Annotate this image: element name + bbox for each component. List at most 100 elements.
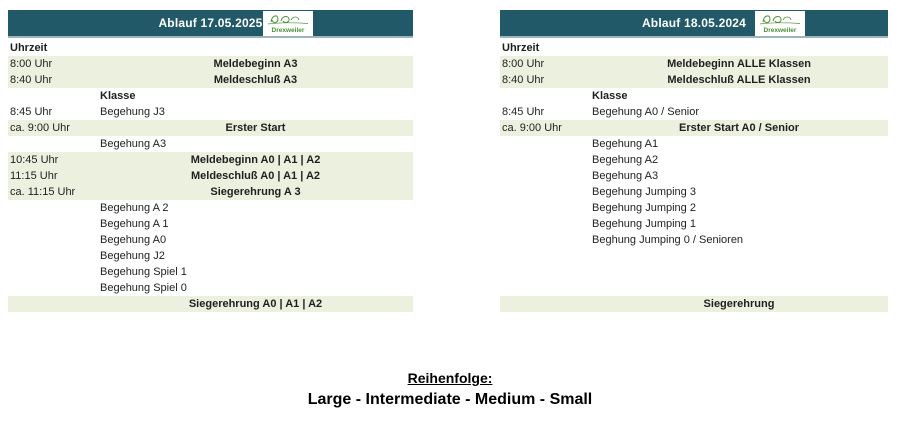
time-cell: [500, 184, 592, 200]
schedule-row: Begehung A1: [500, 136, 888, 152]
footer-heading: Reihenfolge:: [407, 370, 493, 386]
time-cell: [8, 200, 100, 216]
time-cell: 8:40 Uhr: [10, 74, 53, 86]
club-logo-drawing: [759, 15, 801, 25]
club-logo-drawing: [267, 15, 309, 25]
time-cell: 10:45 Uhr: [10, 154, 59, 166]
schedule-row: Begehung Jumping 1: [500, 216, 888, 232]
time-cell: 8:45 Uhr: [10, 106, 53, 118]
time-cell: 8:40 Uhr: [502, 74, 545, 86]
schedule-row: 8:40 Uhr Meldeschluß A3: [8, 72, 413, 88]
footer-order-text: Large - Intermediate - Medium - Small: [307, 391, 593, 408]
schedule-row: Klasse: [8, 88, 413, 104]
time-cell: [8, 232, 100, 248]
event-cell: Begehung A0: [100, 234, 167, 246]
club-logo: Drexweiler: [263, 11, 313, 36]
table-title: Ablauf 18.05.2024: [641, 16, 747, 30]
schedule-row: 8:00 Uhr Meldebeginn ALLE Klassen: [500, 56, 888, 72]
event-cell: Meldebeginn ALLE Klassen: [667, 58, 811, 70]
time-cell: [500, 152, 592, 168]
schedule-table-day2: Ablauf 18.05.2024 Drexweiler Uhrzeit 8:0…: [500, 10, 888, 312]
time-cell: [500, 216, 592, 232]
time-cell: [8, 136, 100, 152]
event-cell: [592, 280, 888, 296]
event-cell: Begehung A0 / Senior: [592, 106, 700, 118]
event-cell: Begehung A 1: [100, 218, 169, 230]
event-cell: Begehung Jumping 1: [592, 218, 696, 230]
event-cell: Siegerehrung A 3: [210, 186, 301, 198]
event-cell: Siegerehrung A0 | A1 | A2: [188, 298, 323, 310]
club-logo-label: Drexweiler: [271, 27, 305, 34]
schedule-row: Begehung J2: [8, 248, 413, 264]
schedule-row: ca. 11:15 Uhr Siegerehrung A 3: [8, 184, 413, 200]
event-cell: Begehung J3: [100, 106, 165, 118]
schedule-row: Begehung A3: [500, 168, 888, 184]
time-cell: [500, 232, 592, 248]
event-cell: Begehung Spiel 1: [100, 266, 187, 278]
time-cell: [500, 200, 592, 216]
event-cell: Siegerehrung: [703, 298, 775, 310]
schedule-row: Siegerehrung A0 | A1 | A2: [8, 296, 413, 312]
schedule-row: Begehung A2: [500, 152, 888, 168]
schedule-row: [500, 264, 888, 280]
schedule-row: 8:45 Uhr Begehung J3: [8, 104, 413, 120]
event-cell: Klasse: [100, 90, 136, 102]
time-cell: [500, 264, 592, 280]
schedule-row: Begehung A 2: [8, 200, 413, 216]
time-cell: 8:00 Uhr: [502, 58, 545, 70]
schedule-row: ca. 9:00 Uhr Erster Start A0 / Senior: [500, 120, 888, 136]
schedule-row: 8:40 Uhr Meldeschluß ALLE Klassen: [500, 72, 888, 88]
schedule-row: Klasse: [500, 88, 888, 104]
schedule-row: Begehung Jumping 2: [500, 200, 888, 216]
footer: Reihenfolge: Large - Intermediate - Medi…: [0, 370, 900, 409]
table-title: Ablauf 17.05.2025: [158, 16, 263, 30]
event-cell: Meldeschluß A3: [213, 74, 298, 86]
time-cell: [8, 280, 100, 296]
schedule-row: [500, 248, 888, 264]
event-cell: Begehung A3: [100, 138, 167, 150]
time-cell: [8, 216, 100, 232]
time-cell: 8:45 Uhr: [502, 106, 545, 118]
time-cell: [500, 248, 592, 264]
schedule-row: 10:45 Uhr Meldebeginn A0 | A1 | A2: [8, 152, 413, 168]
schedule-rows: 8:00 Uhr Meldebeginn ALLE Klassen 8:40 U…: [500, 56, 888, 312]
event-cell: [592, 264, 888, 280]
time-column-header: Uhrzeit: [502, 42, 540, 54]
event-cell: Meldebeginn A3: [213, 58, 298, 70]
time-cell: 8:00 Uhr: [10, 58, 53, 70]
event-cell: Beghung Jumping 0 / Senioren: [592, 234, 744, 246]
event-cell: Begehung A3: [592, 170, 659, 182]
schedule-row: Begehung Spiel 1: [8, 264, 413, 280]
schedule-table-day1: Ablauf 17.05.2025 Drexweiler Uhrzeit 8:0…: [8, 10, 413, 312]
schedule-row: 8:45 Uhr Begehung A0 / Senior: [500, 104, 888, 120]
table-header-band: Ablauf 17.05.2025 Drexweiler: [8, 10, 413, 38]
club-logo-label: Drexweiler: [763, 27, 797, 34]
event-cell: Begehung J2: [100, 250, 165, 262]
event-cell: Meldebeginn A0 | A1 | A2: [190, 154, 321, 166]
schedule-row: Begehung A0: [8, 232, 413, 248]
time-cell: [500, 168, 592, 184]
time-cell: [8, 88, 100, 104]
club-logo: Drexweiler: [755, 11, 805, 36]
table-header-band: Ablauf 18.05.2024 Drexweiler: [500, 10, 888, 38]
schedule-rows: 8:00 Uhr Meldebeginn A3 8:40 Uhr Meldesc…: [8, 56, 413, 312]
schedule-row: Begehung A3: [8, 136, 413, 152]
time-cell: [8, 248, 100, 264]
time-cell: 11:15 Uhr: [10, 170, 58, 182]
time-cell: ca. 11:15 Uhr: [10, 186, 76, 198]
event-cell: Begehung A1: [592, 138, 659, 150]
event-cell: Begehung Spiel 0: [100, 282, 187, 294]
schedule-row: Begehung Jumping 3: [500, 184, 888, 200]
event-cell: Erster Start A0 / Senior: [678, 122, 800, 134]
event-cell: Erster Start: [225, 122, 286, 134]
schedule-row: [500, 280, 888, 296]
schedule-row: 8:00 Uhr Meldebeginn A3: [8, 56, 413, 72]
schedule-row: Beghung Jumping 0 / Senioren: [500, 232, 888, 248]
time-cell: ca. 9:00 Uhr: [502, 122, 562, 134]
event-cell: Begehung Jumping 3: [592, 186, 696, 198]
schedule-row: Begehung A 1: [8, 216, 413, 232]
time-cell: [500, 296, 592, 312]
schedule-row: ca. 9:00 Uhr Erster Start: [8, 120, 413, 136]
event-cell: [592, 248, 888, 264]
